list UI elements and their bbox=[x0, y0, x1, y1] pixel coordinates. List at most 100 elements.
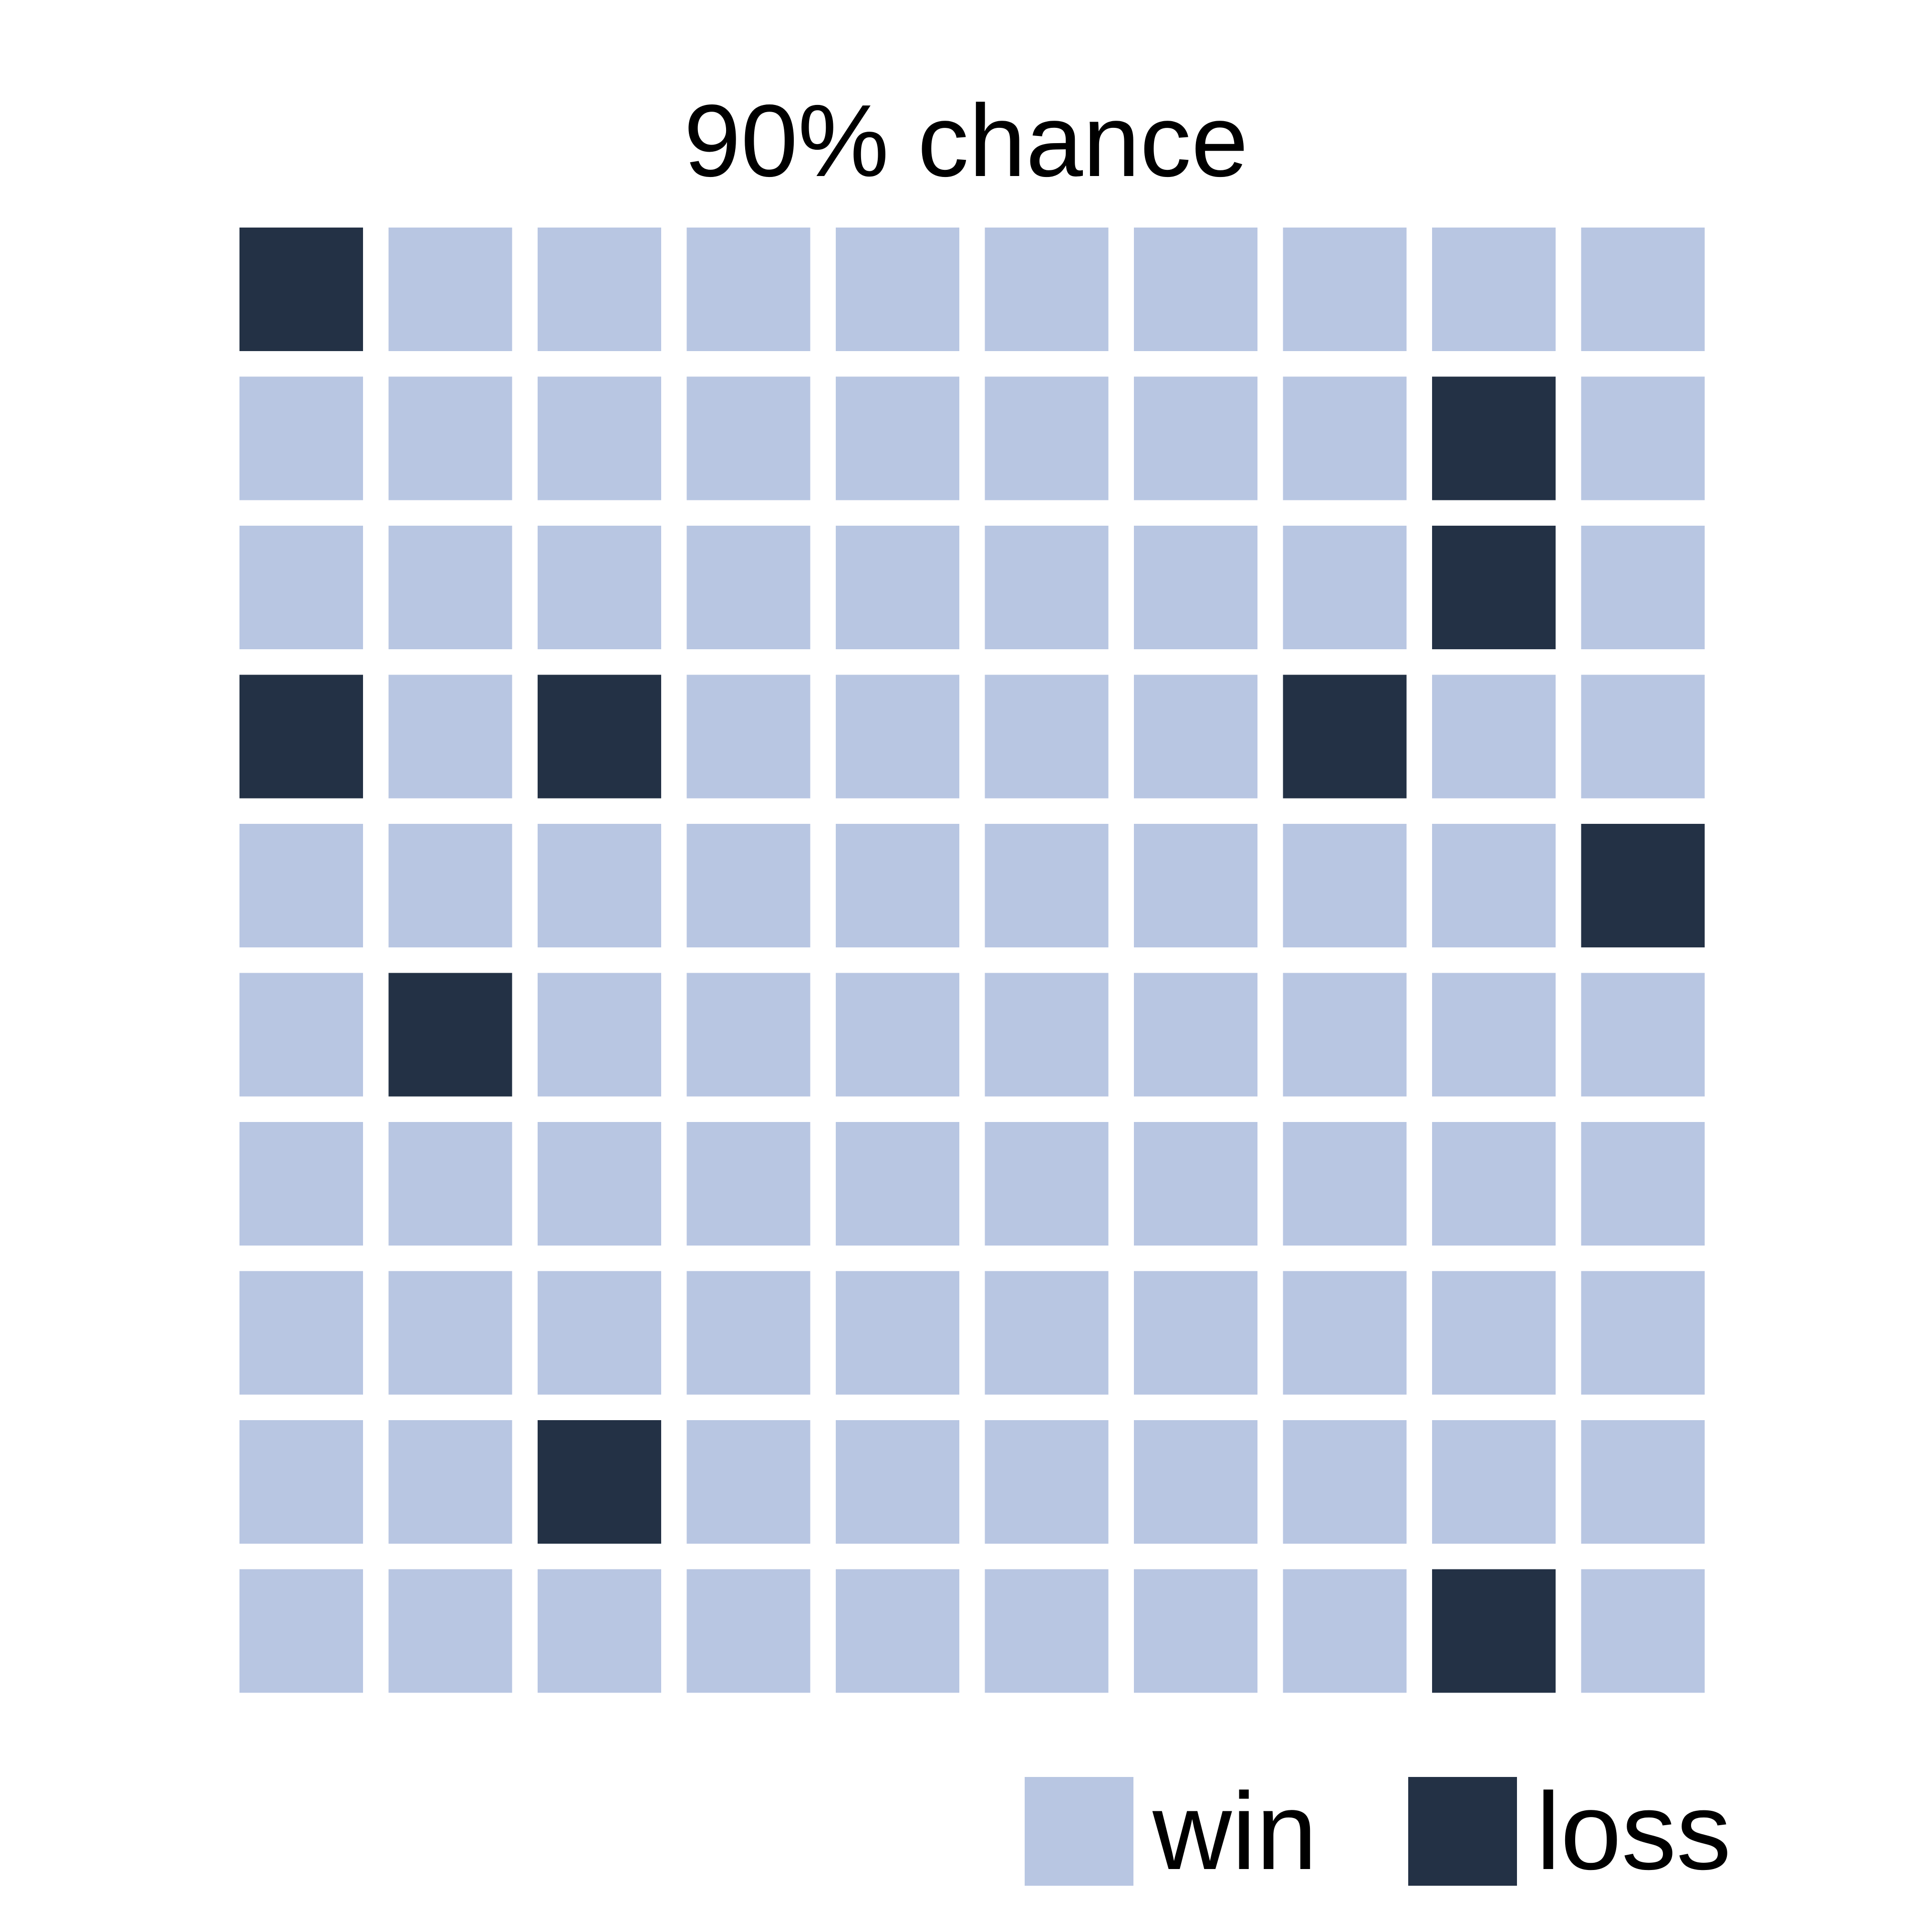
waffle-cell-win bbox=[1432, 1271, 1556, 1395]
waffle-cell-win bbox=[1581, 1122, 1705, 1246]
waffle-cell-win bbox=[1283, 1271, 1407, 1395]
waffle-cell-win bbox=[985, 526, 1109, 649]
waffle-cell-loss bbox=[239, 675, 363, 799]
waffle-cell-win bbox=[388, 526, 512, 649]
waffle-cell-win bbox=[1581, 526, 1705, 649]
waffle-cell-win bbox=[388, 1569, 512, 1693]
waffle-cell-win bbox=[239, 526, 363, 649]
waffle-cell-win bbox=[1134, 824, 1257, 947]
waffle-cell-win bbox=[538, 1271, 661, 1395]
waffle-cell-win bbox=[985, 973, 1109, 1097]
waffle-cell-win bbox=[686, 1122, 810, 1246]
waffle-cell-win bbox=[1134, 1122, 1257, 1246]
waffle-cell-loss bbox=[1432, 376, 1556, 500]
waffle-cell-win bbox=[388, 1122, 512, 1246]
waffle-cell-win bbox=[239, 376, 363, 500]
waffle-cell-win bbox=[388, 824, 512, 947]
waffle-cell-win bbox=[836, 973, 959, 1097]
waffle-cell-win bbox=[1283, 973, 1407, 1097]
waffle-cell-win bbox=[538, 526, 661, 649]
waffle-cell-win bbox=[1581, 973, 1705, 1097]
waffle-cell-win bbox=[836, 526, 959, 649]
waffle-cell-win bbox=[686, 1569, 810, 1693]
waffle-cell-loss bbox=[1432, 1569, 1556, 1693]
waffle-cell-win bbox=[239, 1271, 363, 1395]
waffle-cell-win bbox=[686, 973, 810, 1097]
waffle-cell-win bbox=[538, 376, 661, 500]
waffle-cell-win bbox=[239, 824, 363, 947]
waffle-cell-win bbox=[1134, 1420, 1257, 1544]
waffle-cell-win bbox=[985, 1122, 1109, 1246]
legend-label-win: win bbox=[1153, 1770, 1318, 1892]
waffle-cell-win bbox=[239, 1420, 363, 1544]
waffle-cell-win bbox=[836, 228, 959, 351]
waffle-cell-win bbox=[686, 824, 810, 947]
waffle-cell-win bbox=[538, 228, 661, 351]
waffle-cell-win bbox=[538, 824, 661, 947]
waffle-cell-win bbox=[1581, 1420, 1705, 1544]
waffle-cell-loss bbox=[239, 228, 363, 351]
legend-swatch-win bbox=[1025, 1777, 1133, 1886]
waffle-cell-win bbox=[686, 376, 810, 500]
waffle-cell-win bbox=[1581, 675, 1705, 799]
waffle-cell-win bbox=[538, 1569, 661, 1693]
waffle-cell-win bbox=[836, 1420, 959, 1544]
waffle-cell-win bbox=[1283, 1420, 1407, 1544]
waffle-cell-win bbox=[1283, 526, 1407, 649]
waffle-cell-win bbox=[388, 228, 512, 351]
waffle-cell-win bbox=[1283, 376, 1407, 500]
waffle-cell-win bbox=[686, 1271, 810, 1395]
waffle-cell-win bbox=[1432, 1122, 1556, 1246]
waffle-cell-win bbox=[1134, 228, 1257, 351]
waffle-cell-win bbox=[1134, 675, 1257, 799]
legend-label-loss: loss bbox=[1536, 1770, 1732, 1892]
waffle-cell-loss bbox=[538, 1420, 661, 1544]
waffle-cell-win bbox=[388, 1420, 512, 1544]
waffle-cell-loss bbox=[1432, 526, 1556, 649]
waffle-cell-win bbox=[1134, 1271, 1257, 1395]
waffle-cell-win bbox=[836, 376, 959, 500]
waffle-cell-win bbox=[686, 1420, 810, 1544]
waffle-cell-win bbox=[686, 526, 810, 649]
waffle-cell-win bbox=[836, 675, 959, 799]
waffle-cell-win bbox=[388, 1271, 512, 1395]
waffle-cell-win bbox=[239, 1569, 363, 1693]
waffle-cell-win bbox=[985, 1420, 1109, 1544]
waffle-cell-win bbox=[1432, 675, 1556, 799]
waffle-cell-win bbox=[538, 973, 661, 1097]
waffle-cell-win bbox=[388, 675, 512, 799]
waffle-cell-win bbox=[985, 675, 1109, 799]
waffle-cell-win bbox=[1581, 1271, 1705, 1395]
waffle-cell-win bbox=[686, 675, 810, 799]
waffle-cell-win bbox=[985, 1271, 1109, 1395]
waffle-cell-win bbox=[239, 1122, 363, 1246]
waffle-cell-win bbox=[1134, 376, 1257, 500]
waffle-cell-win bbox=[1581, 1569, 1705, 1693]
waffle-cell-win bbox=[686, 228, 810, 351]
waffle-cell-win bbox=[1283, 1122, 1407, 1246]
waffle-cell-win bbox=[836, 1271, 959, 1395]
waffle-cell-win bbox=[1581, 228, 1705, 351]
waffle-cell-win bbox=[985, 228, 1109, 351]
chart-title: 90% chance bbox=[684, 83, 1248, 198]
waffle-cell-win bbox=[388, 376, 512, 500]
waffle-cell-win bbox=[985, 376, 1109, 500]
waffle-cell-win bbox=[1432, 973, 1556, 1097]
waffle-cell-win bbox=[836, 1569, 959, 1693]
waffle-cell-win bbox=[1134, 1569, 1257, 1693]
waffle-cell-win bbox=[1283, 1569, 1407, 1693]
waffle-cell-loss bbox=[388, 973, 512, 1097]
legend-item-loss: loss bbox=[1408, 1770, 1732, 1892]
waffle-cell-win bbox=[538, 1122, 661, 1246]
waffle-cell-win bbox=[985, 824, 1109, 947]
waffle-cell-win bbox=[239, 973, 363, 1097]
waffle-cell-win bbox=[985, 1569, 1109, 1693]
waffle-cell-win bbox=[1134, 973, 1257, 1097]
waffle-cell-win bbox=[1581, 376, 1705, 500]
waffle-cell-win bbox=[836, 824, 959, 947]
waffle-cell-loss bbox=[538, 675, 661, 799]
waffle-cell-win bbox=[1283, 824, 1407, 947]
legend-item-win: win bbox=[1025, 1770, 1318, 1892]
waffle-cell-win bbox=[1432, 824, 1556, 947]
waffle-cell-win bbox=[1283, 228, 1407, 351]
